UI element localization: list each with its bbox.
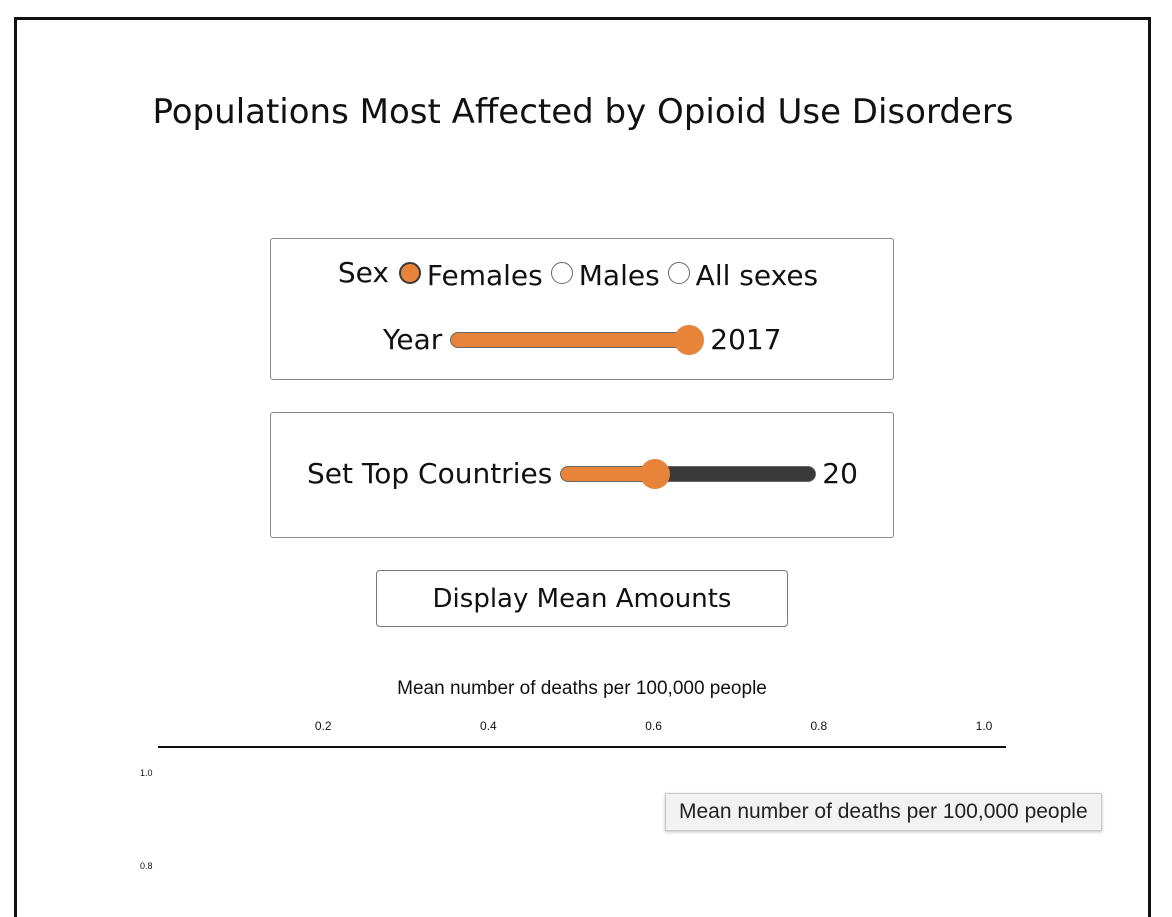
sex-option-all[interactable]: All sexes — [667, 259, 819, 292]
radio-females[interactable] — [398, 261, 421, 284]
year-value: 2017 — [710, 323, 782, 356]
sex-option-females[interactable]: Females — [398, 259, 543, 292]
tooltip: Mean number of deaths per 100,000 people — [665, 793, 1102, 831]
x-axis-title: Mean number of deaths per 100,000 people — [397, 678, 767, 699]
page-title: Populations Most Affected by Opioid Use … — [152, 92, 1014, 132]
top-countries-slider-fill — [561, 466, 656, 481]
year-label: Year — [383, 323, 443, 356]
x-tick-label: 1.0 — [975, 719, 993, 733]
top-countries-label: Set Top Countries — [307, 457, 553, 490]
sex-option-label: All sexes — [695, 259, 819, 292]
sex-filter: Sex Females Males All sexes — [271, 256, 893, 292]
sex-label: Sex — [337, 256, 389, 289]
sex-option-males[interactable]: Males — [550, 259, 660, 292]
radio-males[interactable] — [550, 261, 573, 284]
x-tick-label: 0.4 — [480, 719, 497, 733]
year-filter: Year 2017 — [383, 323, 782, 356]
x-axis-line — [158, 746, 1006, 748]
year-slider-thumb[interactable] — [674, 324, 705, 355]
sex-option-label: Males — [578, 259, 660, 292]
x-tick-label: 0.6 — [645, 719, 662, 733]
y-tick-label: 1.0 — [140, 768, 153, 778]
y-tick-label: 0.8 — [140, 861, 153, 871]
display-mean-amounts-button[interactable]: Display Mean Amounts — [376, 570, 788, 627]
top-countries-control: Set Top Countries 20 — [307, 457, 858, 490]
x-tick-label: 0.8 — [810, 719, 828, 733]
top-countries-panel: Set Top Countries 20 — [270, 412, 894, 538]
radio-all-sexes[interactable] — [667, 261, 690, 284]
top-countries-slider[interactable] — [560, 458, 817, 489]
top-countries-slider-thumb[interactable] — [640, 458, 671, 489]
x-tick-label: 0.2 — [314, 719, 332, 733]
top-countries-value: 20 — [822, 457, 858, 490]
filters-panel: Sex Females Males All sexes Year 2017 — [270, 238, 894, 380]
sex-option-label: Females — [426, 259, 543, 292]
year-slider[interactable] — [450, 324, 705, 355]
